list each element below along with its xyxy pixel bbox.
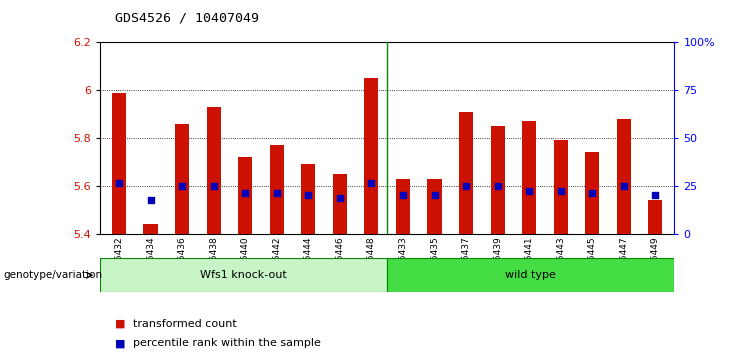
Point	[302, 193, 314, 198]
Point	[523, 188, 535, 194]
Point	[428, 193, 440, 198]
Point	[618, 183, 630, 189]
Point	[649, 193, 661, 198]
Text: GDS4526 / 10407049: GDS4526 / 10407049	[115, 12, 259, 25]
Text: percentile rank within the sample: percentile rank within the sample	[133, 338, 322, 348]
Bar	[648, 200, 662, 234]
Point	[176, 183, 188, 189]
Point	[207, 183, 219, 189]
Bar	[491, 126, 505, 234]
Bar	[112, 93, 126, 234]
Bar	[175, 124, 189, 234]
Bar	[270, 145, 284, 234]
Bar	[585, 153, 599, 234]
Bar	[333, 174, 347, 234]
Point	[365, 181, 377, 186]
FancyBboxPatch shape	[100, 258, 388, 292]
Bar	[144, 224, 158, 234]
Point	[555, 188, 567, 194]
Point	[460, 183, 472, 189]
Point	[113, 181, 125, 186]
Bar	[554, 141, 568, 234]
Bar	[365, 78, 379, 234]
Bar	[396, 179, 410, 234]
Bar	[238, 157, 252, 234]
Bar	[428, 179, 442, 234]
Bar	[301, 164, 316, 234]
Point	[144, 198, 156, 203]
Bar	[617, 119, 631, 234]
FancyBboxPatch shape	[388, 258, 674, 292]
Point	[492, 183, 504, 189]
Text: wild type: wild type	[505, 270, 556, 280]
Bar	[522, 121, 536, 234]
Point	[270, 190, 282, 196]
Bar	[459, 112, 473, 234]
Text: Wfs1 knock-out: Wfs1 knock-out	[200, 270, 287, 280]
Point	[397, 193, 409, 198]
Text: genotype/variation: genotype/variation	[4, 270, 103, 280]
Text: ■: ■	[115, 319, 125, 329]
Point	[334, 195, 346, 201]
Point	[239, 190, 251, 196]
Text: ■: ■	[115, 338, 125, 348]
Point	[586, 190, 598, 196]
Text: transformed count: transformed count	[133, 319, 237, 329]
Bar	[207, 107, 221, 234]
